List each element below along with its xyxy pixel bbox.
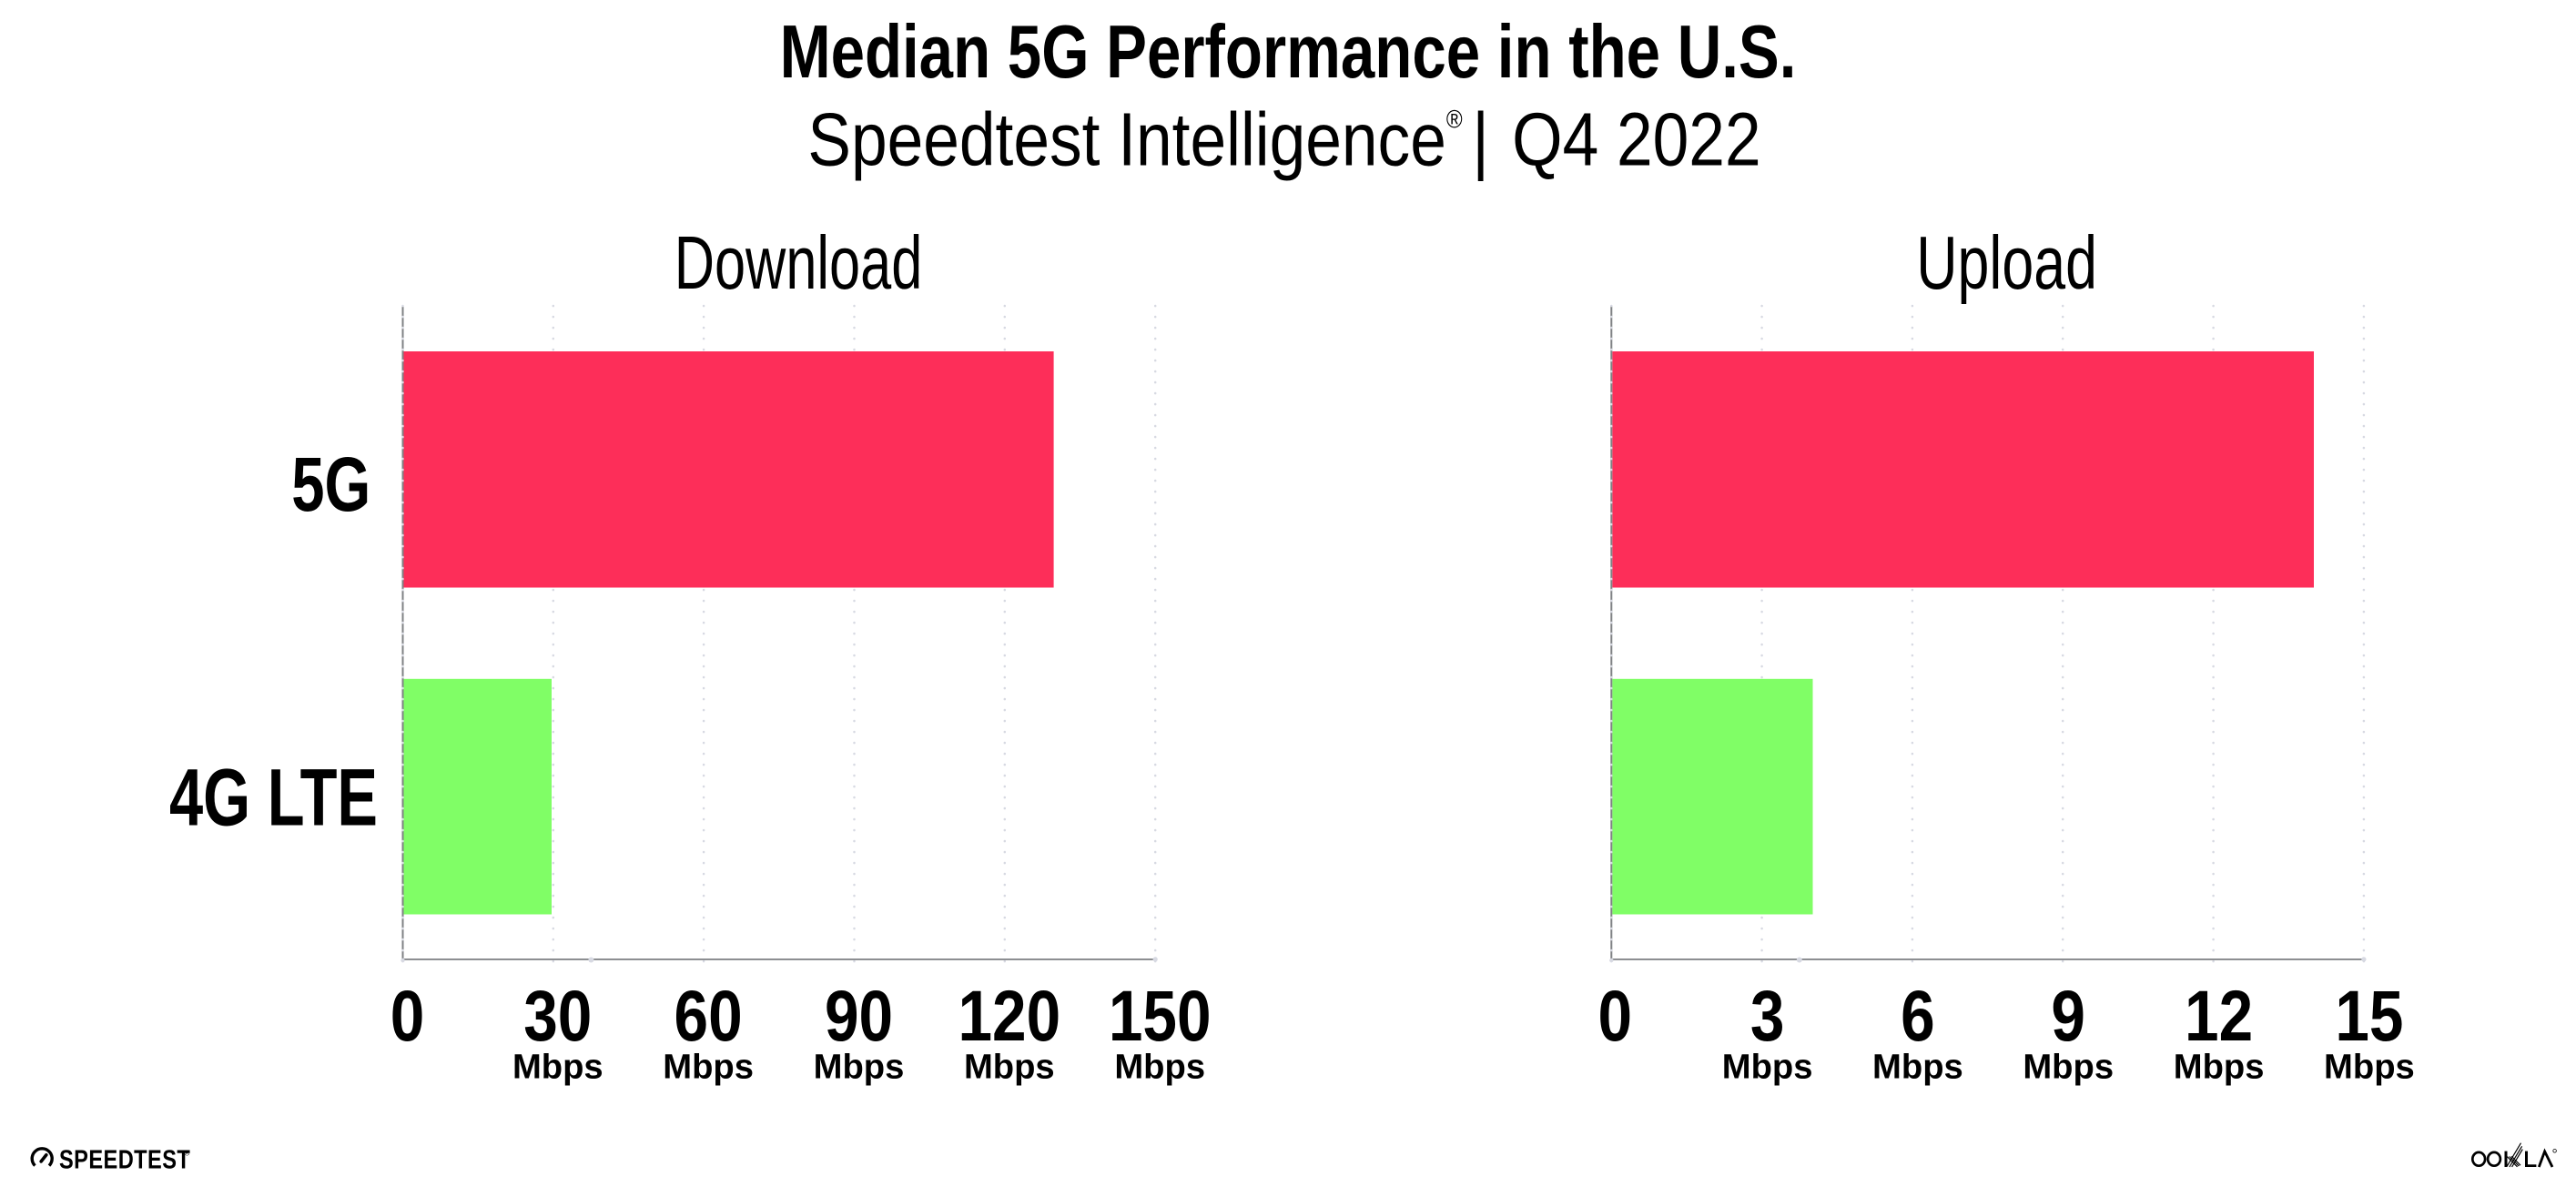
svg-text:90: 90 bbox=[825, 976, 893, 1056]
svg-text:Mbps: Mbps bbox=[964, 1048, 1055, 1087]
svg-text:0: 0 bbox=[390, 976, 425, 1056]
svg-text:0: 0 bbox=[1598, 976, 1633, 1056]
svg-text:SPEEDTEST: SPEEDTEST bbox=[59, 1144, 190, 1174]
svg-text:®: ® bbox=[185, 1150, 190, 1158]
svg-text:60: 60 bbox=[674, 976, 743, 1056]
svg-text:3: 3 bbox=[1750, 976, 1785, 1056]
svg-text:5G: 5G bbox=[291, 441, 370, 527]
svg-text:15: 15 bbox=[2335, 976, 2403, 1056]
svg-text:Upload: Upload bbox=[1916, 221, 2097, 305]
svg-text:4G LTE: 4G LTE bbox=[169, 751, 378, 843]
svg-text:Speedtest Intelligence® | Q4 2: Speedtest Intelligence® | Q4 2022 bbox=[807, 97, 1760, 181]
svg-text:Mbps: Mbps bbox=[2174, 1048, 2265, 1087]
svg-text:Mbps: Mbps bbox=[1114, 1048, 1205, 1087]
svg-text:Mbps: Mbps bbox=[663, 1048, 754, 1087]
svg-text:Download: Download bbox=[674, 221, 923, 305]
svg-text:Median 5G Performance in the U: Median 5G Performance in the U.S. bbox=[780, 10, 1797, 94]
svg-text:9: 9 bbox=[2051, 976, 2085, 1056]
svg-text:12: 12 bbox=[2185, 976, 2253, 1056]
svg-text:150: 150 bbox=[1109, 976, 1212, 1056]
svg-text:Mbps: Mbps bbox=[1722, 1048, 1813, 1087]
svg-text:Mbps: Mbps bbox=[1872, 1048, 1963, 1087]
svg-text:Mbps: Mbps bbox=[814, 1048, 905, 1087]
svg-text:Mbps: Mbps bbox=[512, 1048, 603, 1087]
svg-text:Mbps: Mbps bbox=[2023, 1048, 2114, 1087]
svg-text:6: 6 bbox=[1901, 976, 1935, 1056]
svg-text:30: 30 bbox=[523, 976, 592, 1056]
svg-text:120: 120 bbox=[958, 976, 1060, 1056]
svg-text:Mbps: Mbps bbox=[2324, 1048, 2415, 1087]
